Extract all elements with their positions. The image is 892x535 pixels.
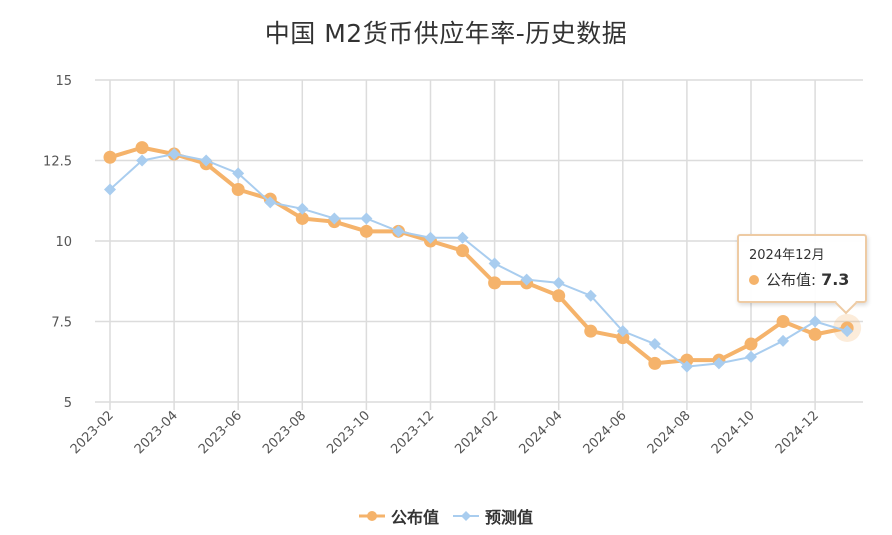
x-tick-label: 2023-02: [68, 408, 117, 457]
legend-label-forecast: 预测值: [485, 508, 534, 527]
forecast-line: [109, 153, 848, 368]
tooltip-separator: :: [811, 270, 817, 289]
published-point[interactable]: [103, 150, 117, 164]
tooltip-row: 公布值 : 7.3: [749, 269, 855, 290]
forecast-point[interactable]: [809, 315, 822, 328]
legend: 公布值 预测值: [0, 504, 892, 528]
y-tick-label: 7.5: [51, 316, 72, 331]
diamond-line-icon: [453, 511, 479, 521]
published-point[interactable]: [135, 141, 149, 155]
published-point[interactable]: [808, 327, 822, 341]
published-point[interactable]: [552, 289, 566, 303]
forecast-point[interactable]: [200, 154, 213, 167]
x-tick-label: 2024-12: [773, 408, 822, 457]
forecast-point[interactable]: [648, 338, 661, 351]
forecast-point[interactable]: [232, 167, 245, 180]
series-dot-icon: [749, 274, 759, 285]
x-tick-label: 2023-04: [132, 408, 181, 457]
x-tick-label: 2023-12: [388, 408, 437, 457]
forecast-point[interactable]: [584, 289, 597, 302]
forecast-point[interactable]: [680, 360, 693, 373]
x-tick-label: 2024-02: [452, 408, 501, 457]
forecast-point[interactable]: [745, 350, 757, 363]
forecast-point[interactable]: [520, 273, 533, 286]
legend-item-published[interactable]: 公布值: [358, 504, 439, 528]
forecast-point[interactable]: [712, 357, 725, 370]
legend-label-published: 公布值: [390, 508, 439, 527]
circle-line-icon: [358, 511, 385, 521]
tooltip: 2024年12月 公布值 : 7.3: [737, 234, 867, 315]
x-tick-label: 2024-10: [709, 408, 758, 457]
series-forecast[interactable]: [104, 148, 854, 373]
published-point[interactable]: [488, 276, 502, 290]
x-tick-label: 2024-04: [517, 408, 566, 457]
tooltip-value: 7.3: [821, 270, 850, 289]
forecast-point[interactable]: [392, 225, 405, 238]
y-tick-label: 5: [64, 396, 72, 411]
y-tick-label: 10: [55, 235, 72, 250]
forecast-point[interactable]: [136, 154, 149, 167]
forecast-point[interactable]: [296, 202, 309, 215]
x-tick-label: 2024-06: [581, 408, 630, 457]
forecast-point[interactable]: [488, 257, 501, 270]
forecast-point[interactable]: [456, 231, 469, 244]
forecast-point[interactable]: [104, 183, 116, 196]
published-point[interactable]: [231, 182, 245, 196]
forecast-point[interactable]: [424, 231, 437, 244]
y-tick-label: 15: [55, 74, 72, 89]
forecast-point[interactable]: [841, 325, 854, 338]
forecast-point[interactable]: [264, 196, 277, 209]
published-point[interactable]: [456, 244, 470, 258]
tooltip-date: 2024年12月: [749, 248, 825, 263]
published-point[interactable]: [359, 224, 373, 238]
forecast-point[interactable]: [328, 212, 341, 225]
forecast-point[interactable]: [360, 212, 373, 225]
forecast-point[interactable]: [777, 334, 790, 347]
published-point[interactable]: [295, 211, 309, 225]
forecast-point[interactable]: [616, 325, 629, 338]
y-axis-labels: 5 7.5 10 12.5 15: [43, 74, 72, 411]
published-point[interactable]: [616, 331, 630, 345]
forecast-point[interactable]: [168, 148, 181, 161]
published-point[interactable]: [584, 324, 598, 338]
x-tick-label: 2023-08: [260, 408, 309, 457]
published-point[interactable]: [648, 356, 662, 370]
x-tick-label: 2023-06: [196, 408, 245, 457]
y-tick-label: 12.5: [43, 155, 72, 170]
published-point[interactable]: [776, 315, 790, 328]
published-point[interactable]: [744, 337, 758, 351]
chart-title: 中国 M2货币供应年率-历史数据: [264, 19, 628, 48]
tooltip-series-label: 公布值: [766, 271, 812, 289]
x-axis-labels: 2023-02 2023-04 2023-06 2023-08 2023-10 2023-…: [68, 408, 822, 457]
x-tick-label: 2023-10: [324, 408, 373, 457]
forecast-point[interactable]: [552, 276, 565, 289]
legend-item-forecast[interactable]: 预测值: [453, 504, 533, 528]
x-tick-label: 2024-08: [645, 408, 694, 457]
